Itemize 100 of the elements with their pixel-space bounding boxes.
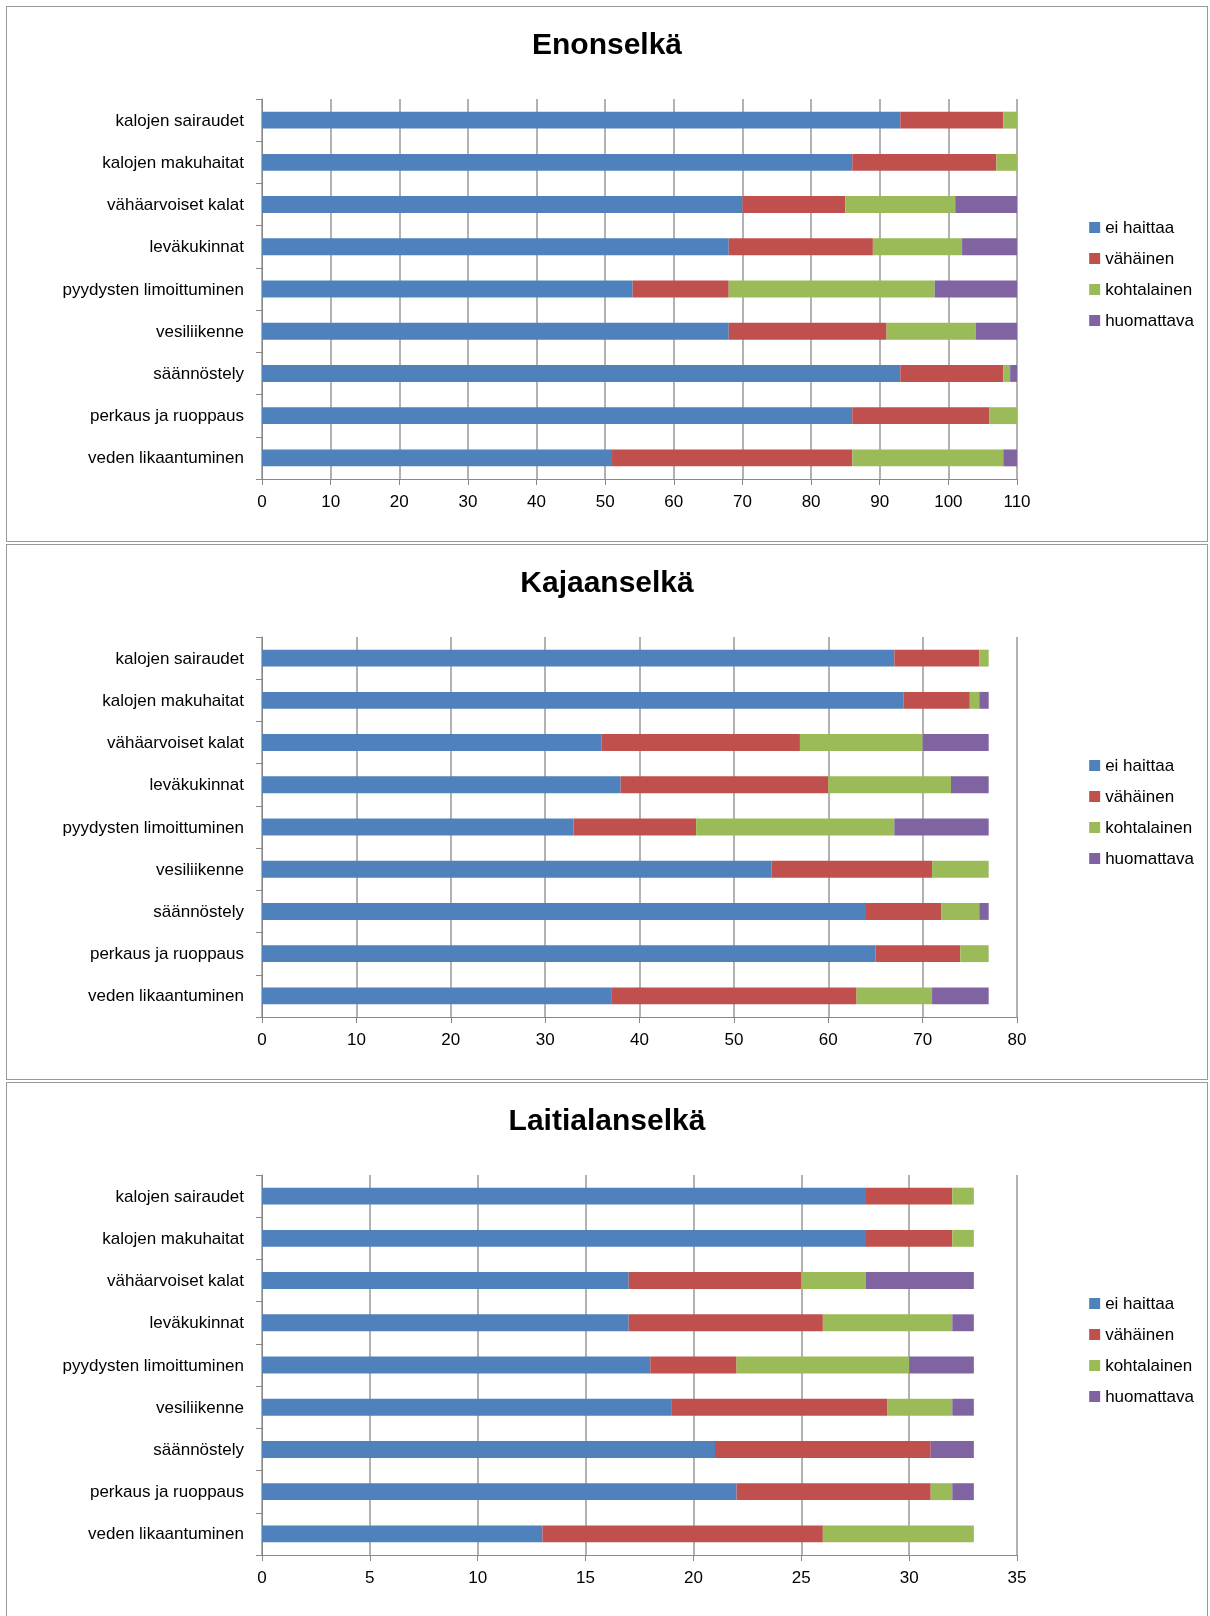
bar bbox=[952, 1398, 974, 1416]
bar bbox=[262, 1314, 629, 1332]
x-tick-label: 20 bbox=[683, 1568, 703, 1587]
bar bbox=[262, 860, 772, 878]
bar bbox=[262, 691, 904, 709]
bar bbox=[845, 196, 956, 213]
bar bbox=[941, 903, 980, 920]
bar bbox=[262, 238, 729, 256]
bar bbox=[262, 818, 574, 836]
bar bbox=[866, 1272, 974, 1289]
x-tick-label: 35 bbox=[1007, 1568, 1027, 1587]
x-tick-label: 0 bbox=[257, 1568, 267, 1587]
y-tick-label: kalojen sairaudet bbox=[115, 1186, 245, 1206]
legend-label: huomattava bbox=[1105, 311, 1195, 330]
bar bbox=[262, 1398, 672, 1416]
y-tick-label: pyydysten limoittuminen bbox=[62, 1355, 244, 1375]
x-tick-label: 110 bbox=[1003, 492, 1031, 511]
bar bbox=[262, 903, 866, 920]
x-tick-label: 20 bbox=[389, 492, 409, 511]
bar bbox=[852, 449, 1004, 467]
bar bbox=[728, 322, 887, 340]
x-tick-label: 5 bbox=[365, 1568, 375, 1587]
x-tick-label: 10 bbox=[346, 1030, 366, 1049]
x-tick-label: 20 bbox=[441, 1030, 461, 1049]
x-tick-label: 25 bbox=[791, 1568, 811, 1587]
legend-label: kohtalainen bbox=[1105, 1356, 1193, 1375]
bar bbox=[822, 1314, 953, 1332]
bar bbox=[262, 111, 901, 129]
x-tick-label: 50 bbox=[595, 492, 615, 511]
bar bbox=[728, 280, 935, 298]
bar bbox=[801, 1272, 866, 1289]
y-tick-label: kalojen makuhaitat bbox=[102, 690, 245, 710]
y-tick-label: vähäarvoiset kalat bbox=[106, 195, 245, 215]
bar bbox=[262, 1187, 866, 1205]
legend-label: ei haittaa bbox=[1105, 218, 1175, 237]
bar bbox=[262, 1356, 651, 1374]
x-tick-label: 30 bbox=[899, 1568, 919, 1587]
legend-label: ei haittaa bbox=[1105, 756, 1175, 775]
bar bbox=[828, 776, 951, 794]
x-tick-label: 60 bbox=[818, 1030, 838, 1049]
bar bbox=[955, 196, 1017, 213]
y-tick-label: pyydysten limoittuminen bbox=[62, 279, 244, 299]
bar bbox=[573, 818, 697, 836]
y-tick-label: perkaus ja ruoppaus bbox=[89, 406, 244, 426]
bar bbox=[872, 238, 963, 256]
x-tick-label: 60 bbox=[664, 492, 684, 511]
bar bbox=[866, 903, 942, 920]
x-tick-label: 70 bbox=[732, 492, 752, 511]
bar bbox=[736, 1483, 931, 1501]
legend-label: kohtalainen bbox=[1105, 280, 1193, 299]
y-tick-label: leväkukinnat bbox=[149, 1313, 245, 1333]
bar bbox=[979, 903, 989, 920]
bar bbox=[979, 691, 989, 709]
bar bbox=[952, 1483, 974, 1501]
x-tick-label: 40 bbox=[527, 492, 547, 511]
bar bbox=[262, 987, 612, 1005]
bar bbox=[542, 1525, 823, 1543]
bar bbox=[262, 153, 853, 171]
bar bbox=[932, 860, 989, 878]
y-tick-label: kalojen makuhaitat bbox=[102, 1228, 245, 1248]
bar bbox=[262, 649, 895, 667]
bar bbox=[1003, 365, 1011, 382]
bar bbox=[728, 238, 873, 256]
bar bbox=[262, 945, 876, 963]
bar bbox=[262, 365, 901, 382]
legend-label: vähäinen bbox=[1105, 249, 1175, 268]
bar bbox=[1003, 111, 1017, 129]
bar bbox=[979, 649, 989, 667]
legend-label: ei haittaa bbox=[1105, 1294, 1175, 1313]
y-tick-label: vähäarvoiset kalat bbox=[106, 1271, 245, 1291]
bar bbox=[922, 734, 989, 751]
bar bbox=[894, 649, 980, 667]
bar bbox=[262, 280, 633, 298]
bar bbox=[262, 1441, 715, 1458]
bar bbox=[909, 1356, 974, 1374]
x-tick-label: 80 bbox=[801, 492, 821, 511]
bar bbox=[852, 407, 990, 425]
bar bbox=[742, 196, 846, 213]
legend-label: huomattava bbox=[1105, 849, 1195, 868]
bar bbox=[262, 734, 602, 751]
x-tick-label: 10 bbox=[468, 1568, 488, 1587]
bar bbox=[262, 776, 621, 794]
bar bbox=[696, 818, 895, 836]
y-tick-label: kalojen makuhaitat bbox=[102, 152, 245, 172]
x-tick-label: 70 bbox=[913, 1030, 933, 1049]
bar bbox=[900, 111, 1004, 129]
bar bbox=[875, 945, 961, 963]
legend-label: huomattava bbox=[1105, 1387, 1195, 1406]
bar bbox=[962, 238, 1017, 256]
y-tick-label: perkaus ja ruoppaus bbox=[89, 944, 244, 964]
bar bbox=[989, 407, 1017, 425]
bar bbox=[969, 691, 980, 709]
y-tick-label: pyydysten limoittuminen bbox=[62, 817, 244, 837]
y-tick-label: vesiliikenne bbox=[156, 859, 244, 879]
bar bbox=[771, 860, 933, 878]
x-tick-label: 30 bbox=[458, 492, 478, 511]
bar bbox=[996, 153, 1017, 171]
y-tick-label: perkaus ja ruoppaus bbox=[89, 1482, 244, 1502]
bar bbox=[950, 776, 989, 794]
y-tick-label: leväkukinnat bbox=[149, 237, 245, 257]
